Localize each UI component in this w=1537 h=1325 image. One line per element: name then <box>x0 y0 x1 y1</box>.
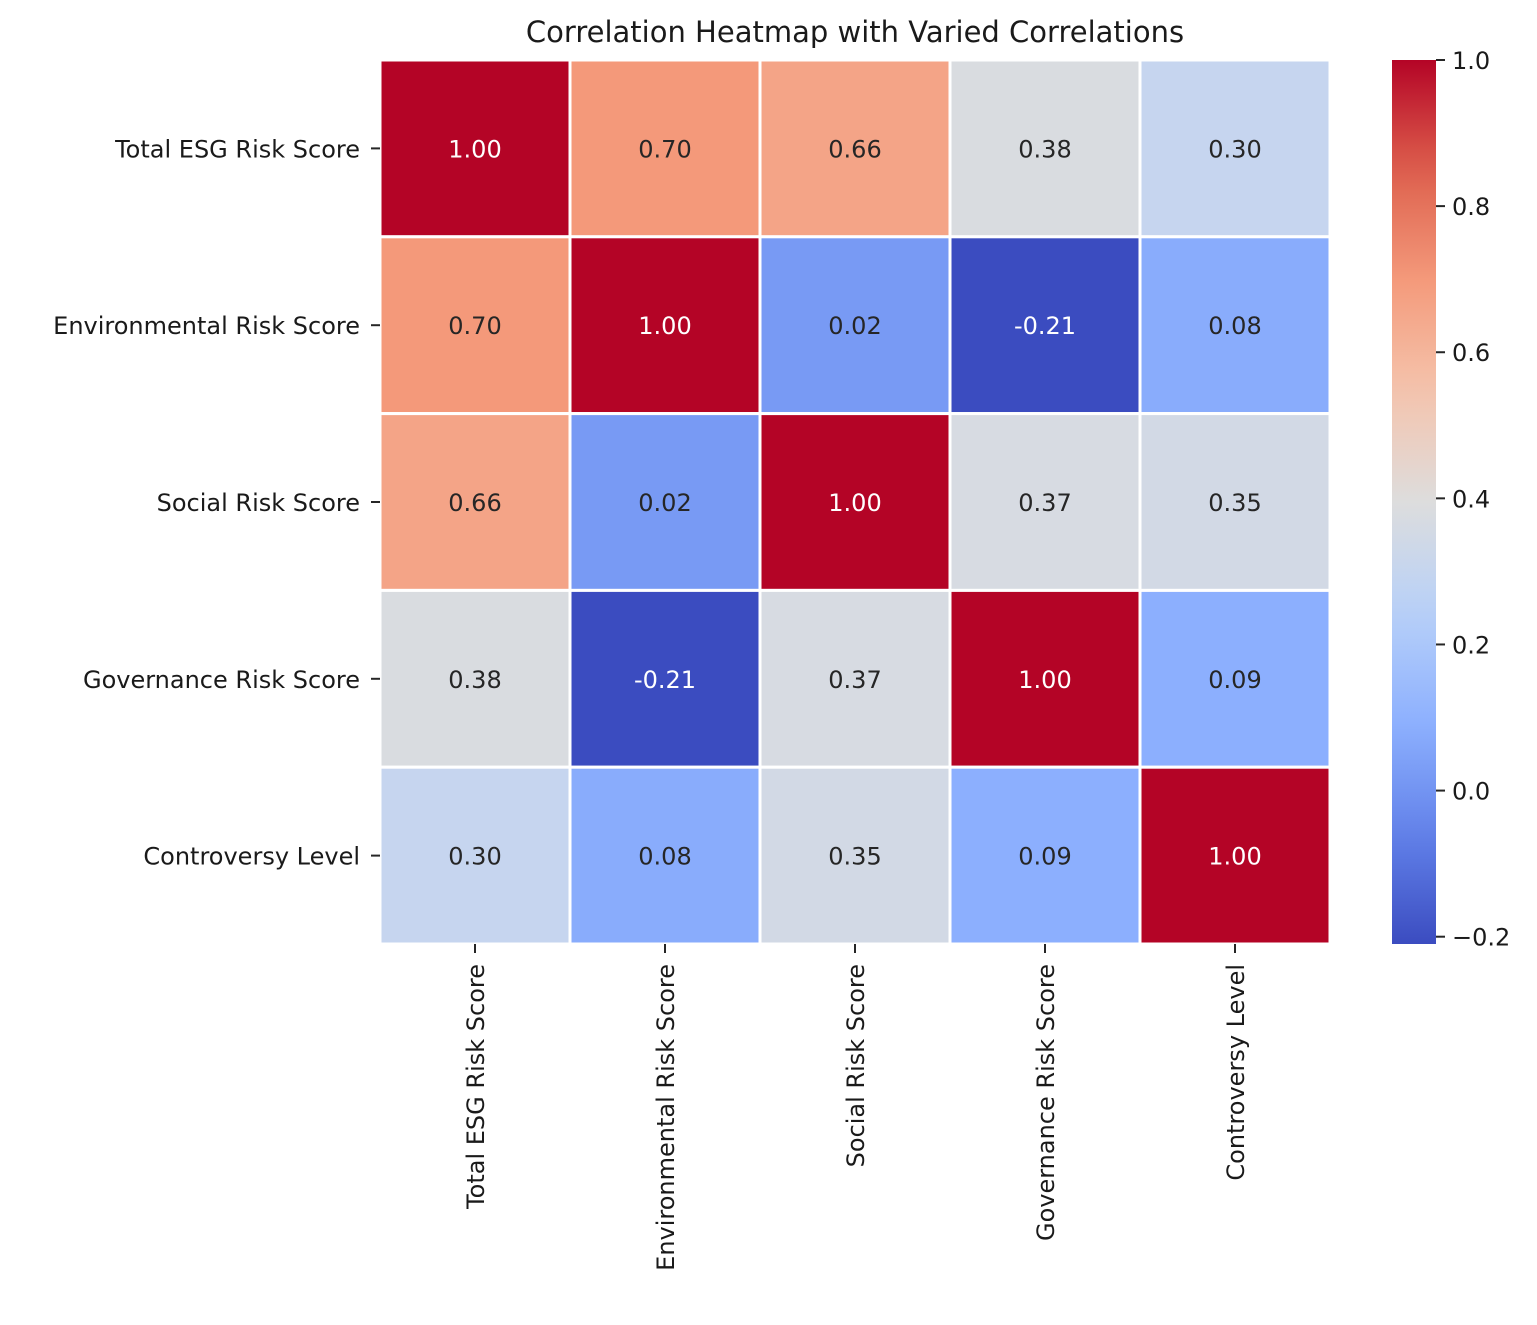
colorbar-ticks: 1.0 0.8 0.6 0.4 0.2 0.0 −0.2 <box>1436 47 1510 952</box>
cell-value-label: 0.02 <box>638 489 691 517</box>
heatmap-cell <box>758 765 952 946</box>
colorbar <box>1392 60 1436 944</box>
cell-value-label: 1.00 <box>1208 843 1261 871</box>
cell-value-label: 0.35 <box>828 843 881 871</box>
cell-value-label: 0.08 <box>638 843 691 871</box>
chart-title: Correlation Heatmap with Varied Correlat… <box>526 15 1184 49</box>
heatmap-cell <box>378 765 572 946</box>
heatmap-cell <box>948 412 1142 592</box>
cell-value-label: 0.66 <box>448 489 501 517</box>
colorbar-tick-label: 0.8 <box>1452 193 1490 221</box>
cell-value-label: 1.00 <box>448 135 501 163</box>
colorbar-tick-label: 1.0 <box>1452 47 1490 75</box>
y-tick-label: Total ESG Risk Score <box>114 135 360 163</box>
colorbar-tick-label: 0.6 <box>1452 339 1490 367</box>
y-tick-label: Controversy Level <box>143 843 360 871</box>
heatmap-cell <box>1138 765 1332 946</box>
heatmap-cell <box>568 765 762 946</box>
cell-value-label: -0.21 <box>634 666 696 694</box>
colorbar-tick-label: 0.0 <box>1452 778 1490 806</box>
colorbar-tick-label: −0.2 <box>1452 924 1510 952</box>
x-tick-label: Governance Risk Score <box>1032 964 1060 1241</box>
cell-value-label: 0.70 <box>638 135 691 163</box>
x-tick-label: Total ESG Risk Score <box>462 964 490 1210</box>
colorbar-tick-label: 0.2 <box>1452 631 1490 659</box>
heatmap-cell <box>568 412 762 592</box>
y-tick-label: Environmental Risk Score <box>53 312 360 340</box>
cell-value-label: 0.38 <box>448 666 501 694</box>
colorbar-tick-label: 0.4 <box>1452 485 1490 513</box>
y-tick-label: Social Risk Score <box>157 489 360 517</box>
heatmap-cell <box>948 588 1142 769</box>
y-tick-label: Governance Risk Score <box>83 666 360 694</box>
heatmap-cell <box>378 58 572 239</box>
cell-value-label: 0.66 <box>828 135 881 163</box>
cell-value-label: 0.37 <box>828 666 881 694</box>
y-axis: Total ESG Risk Score Environmental Risk S… <box>53 135 380 871</box>
x-axis: Total ESG Risk Score Environmental Risk S… <box>462 944 1250 1271</box>
heatmap-cell <box>758 58 952 239</box>
cell-value-label: 0.30 <box>1208 135 1261 163</box>
cell-value-label: 0.02 <box>828 312 881 340</box>
heatmap-cell <box>1138 588 1332 769</box>
cell-value-label: 1.00 <box>638 312 691 340</box>
cell-annotations: 1.00 0.70 0.66 0.38 0.30 0.70 1.00 0.02 -0.21 0.0… <box>448 135 1261 870</box>
cell-value-label: 0.35 <box>1208 489 1261 517</box>
x-tick-label: Controversy Level <box>1222 964 1250 1181</box>
cell-value-label: 0.70 <box>448 312 501 340</box>
x-tick-label: Environmental Risk Score <box>652 964 680 1271</box>
cell-value-label: 0.30 <box>448 843 501 871</box>
heatmap-cell <box>568 58 762 239</box>
heatmap-cell <box>1138 235 1332 416</box>
heatmap-cell <box>758 235 952 416</box>
heatmap-cell <box>758 588 952 769</box>
cell-value-label: 0.09 <box>1208 666 1261 694</box>
cell-value-label: 0.08 <box>1208 312 1261 340</box>
cell-value-label: 0.37 <box>1018 489 1071 517</box>
heatmap-cell <box>568 588 762 769</box>
cell-value-label: 0.38 <box>1018 135 1071 163</box>
cell-value-label: 1.00 <box>828 489 881 517</box>
cell-value-label: -0.21 <box>1014 312 1076 340</box>
x-tick-label: Social Risk Score <box>842 964 870 1167</box>
cell-value-label: 0.09 <box>1018 843 1071 871</box>
cell-value-label: 1.00 <box>1018 666 1071 694</box>
heatmap-cells <box>378 58 1332 946</box>
